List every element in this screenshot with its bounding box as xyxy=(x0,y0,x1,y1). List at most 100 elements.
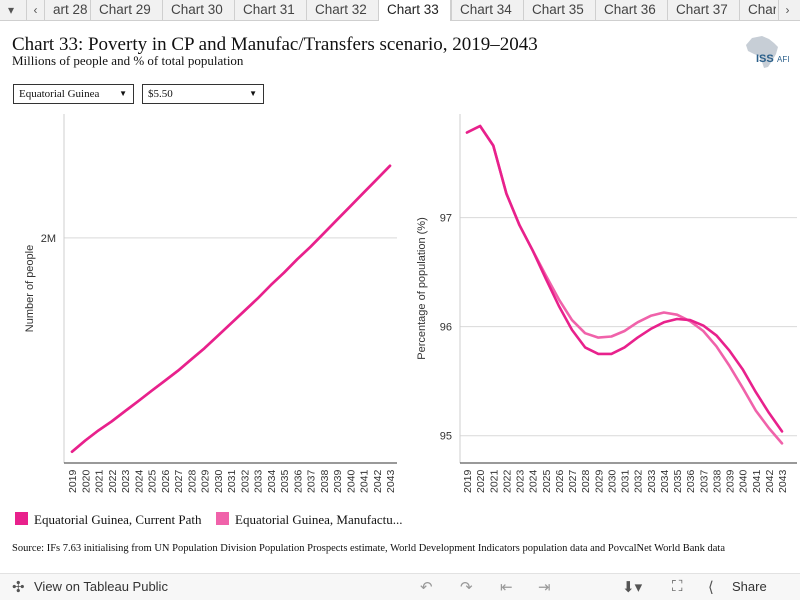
x-tick-label: 2036 xyxy=(685,469,697,493)
x-tick-label: 2034 xyxy=(266,469,278,493)
x-tick-label: 2020 xyxy=(475,469,487,493)
tab-chart-29[interactable]: Chart 29 xyxy=(90,0,162,21)
country-dropdown[interactable]: Equatorial Guinea ▼ xyxy=(13,84,134,104)
x-tick-label: 2036 xyxy=(292,469,304,493)
x-tick-label: 2043 xyxy=(385,469,397,493)
legend-swatch xyxy=(15,512,28,525)
x-tick-label: 2028 xyxy=(580,469,592,493)
tab-char[interactable]: Char xyxy=(739,0,776,21)
x-tick-label: 2025 xyxy=(147,469,159,493)
x-tick-label: 2023 xyxy=(515,469,527,493)
footer-toolbar: ✣ View on Tableau Public ↶ ↷ ⇤ ⇥ ⬇▾ ⛶ ⟨ … xyxy=(0,573,800,600)
page-subtitle: Millions of people and % of total popula… xyxy=(12,53,244,68)
download-icon[interactable]: ⬇▾ xyxy=(622,579,643,596)
x-tick-label: 2035 xyxy=(672,469,684,493)
x-tick-label: 2026 xyxy=(160,469,172,493)
series-line xyxy=(465,124,784,433)
x-tick-label: 2041 xyxy=(751,469,763,493)
legend-item-current-path[interactable]: Equatorial Guinea, Current Path xyxy=(15,512,210,530)
tab-next-icon[interactable]: › xyxy=(778,0,796,20)
tab-chart-36[interactable]: Chart 36 xyxy=(595,0,667,21)
tab-chart-33[interactable]: Chart 33 xyxy=(378,0,451,21)
x-tick-label: 2023 xyxy=(120,469,132,493)
x-tick-label: 2041 xyxy=(359,469,371,493)
tableau-logo-icon: ✣ xyxy=(12,579,25,596)
x-tick-label: 2019 xyxy=(67,469,79,493)
y-tick-label: 96 xyxy=(440,322,452,334)
x-tick-label: 2025 xyxy=(541,469,553,493)
x-tick-label: 2024 xyxy=(528,469,540,493)
tab-art-28[interactable]: art 28 xyxy=(44,0,90,21)
y-tick-label: 95 xyxy=(440,431,452,443)
tab-chart-35[interactable]: Chart 35 xyxy=(523,0,595,21)
x-tick-label: 2033 xyxy=(253,469,265,493)
x-tick-label: 2031 xyxy=(226,469,238,493)
x-tick-label: 2038 xyxy=(319,469,331,493)
share-button[interactable]: Share xyxy=(732,579,767,594)
chevron-down-icon: ▼ xyxy=(119,89,127,98)
revert-icon[interactable]: ⇤ xyxy=(500,579,513,596)
x-tick-label: 2021 xyxy=(94,469,106,493)
africa-map-icon xyxy=(746,36,778,68)
x-tick-label: 2028 xyxy=(186,469,198,493)
x-tick-label: 2039 xyxy=(332,469,344,493)
tab-strip: ▾ ‹ art 28 Chart 29 Chart 30 Chart 31 Chart … xyxy=(0,0,800,21)
tab-chart-34[interactable]: Chart 34 xyxy=(451,0,523,21)
x-tick-label: 2040 xyxy=(738,469,750,493)
legend-label: Equatorial Guinea, Manufactu... xyxy=(235,512,403,527)
page-title: Chart 33: Poverty in CP and Manufac/Tran… xyxy=(12,34,538,55)
series-line xyxy=(70,164,392,453)
x-tick-label: 2024 xyxy=(133,469,145,493)
country-value: Equatorial Guinea xyxy=(19,88,100,100)
x-tick-label: 2037 xyxy=(698,469,710,493)
x-tick-label: 2040 xyxy=(345,469,357,493)
y-axis-label: Percentage of population (%) xyxy=(416,217,428,359)
threshold-dropdown[interactable]: $5.50 ▼ xyxy=(142,84,264,104)
tab-chart-37[interactable]: Chart 37 xyxy=(667,0,739,21)
threshold-value: $5.50 xyxy=(148,88,173,100)
x-tick-label: 2022 xyxy=(501,469,513,493)
legend-label: Equatorial Guinea, Current Path xyxy=(34,512,202,527)
undo-icon[interactable]: ↶ xyxy=(420,579,433,596)
tab-chart-30[interactable]: Chart 30 xyxy=(162,0,234,21)
forward-icon[interactable]: ⇥ xyxy=(538,579,551,596)
x-tick-label: 2043 xyxy=(777,469,789,493)
x-tick-label: 2030 xyxy=(213,469,225,493)
x-tick-label: 2021 xyxy=(488,469,500,493)
tab-list: art 28 Chart 29 Chart 30 Chart 31 Chart 32 Ch… xyxy=(44,0,776,21)
redo-icon[interactable]: ↷ xyxy=(460,579,473,596)
x-tick-label: 2027 xyxy=(173,469,185,493)
iss-afi-logo: ISS AFI xyxy=(746,36,789,68)
tab-chart-32[interactable]: Chart 32 xyxy=(306,0,378,21)
view-on-tableau-link[interactable]: View on Tableau Public xyxy=(34,579,168,594)
logo-iss-text: ISS xyxy=(756,53,774,65)
x-tick-label: 2038 xyxy=(711,469,723,493)
x-tick-label: 2020 xyxy=(80,469,92,493)
share-icon: ⟨ xyxy=(708,579,714,596)
fullscreen-icon[interactable]: ⛶ xyxy=(672,578,683,595)
y-tick-label: 97 xyxy=(440,213,452,225)
tab-prev-icon[interactable]: ‹ xyxy=(26,0,44,20)
x-tick-label: 2026 xyxy=(554,469,566,493)
source-note: Source: IFs 7.63 initialising from UN Po… xyxy=(12,543,725,554)
legend-item-manufacturing[interactable]: Equatorial Guinea, Manufactu... xyxy=(216,512,408,530)
legend-swatch xyxy=(216,512,229,525)
x-tick-label: 2030 xyxy=(606,469,618,493)
x-tick-label: 2031 xyxy=(620,469,632,493)
x-tick-label: 2042 xyxy=(764,469,776,493)
chevron-down-icon: ▼ xyxy=(249,89,257,98)
logo-afi-text: AFI xyxy=(777,55,789,64)
tab-menu-icon[interactable]: ▾ xyxy=(7,3,15,17)
x-tick-label: 2032 xyxy=(633,469,645,493)
x-tick-label: 2022 xyxy=(107,469,119,493)
x-tick-label: 2034 xyxy=(659,469,671,493)
x-tick-label: 2033 xyxy=(646,469,658,493)
y-tick-label: 2M xyxy=(41,233,56,245)
x-tick-label: 2042 xyxy=(372,469,384,493)
tab-chart-31[interactable]: Chart 31 xyxy=(234,0,306,21)
x-tick-label: 2035 xyxy=(279,469,291,493)
series-line xyxy=(465,124,784,445)
x-tick-label: 2039 xyxy=(725,469,737,493)
x-tick-label: 2029 xyxy=(200,469,212,493)
